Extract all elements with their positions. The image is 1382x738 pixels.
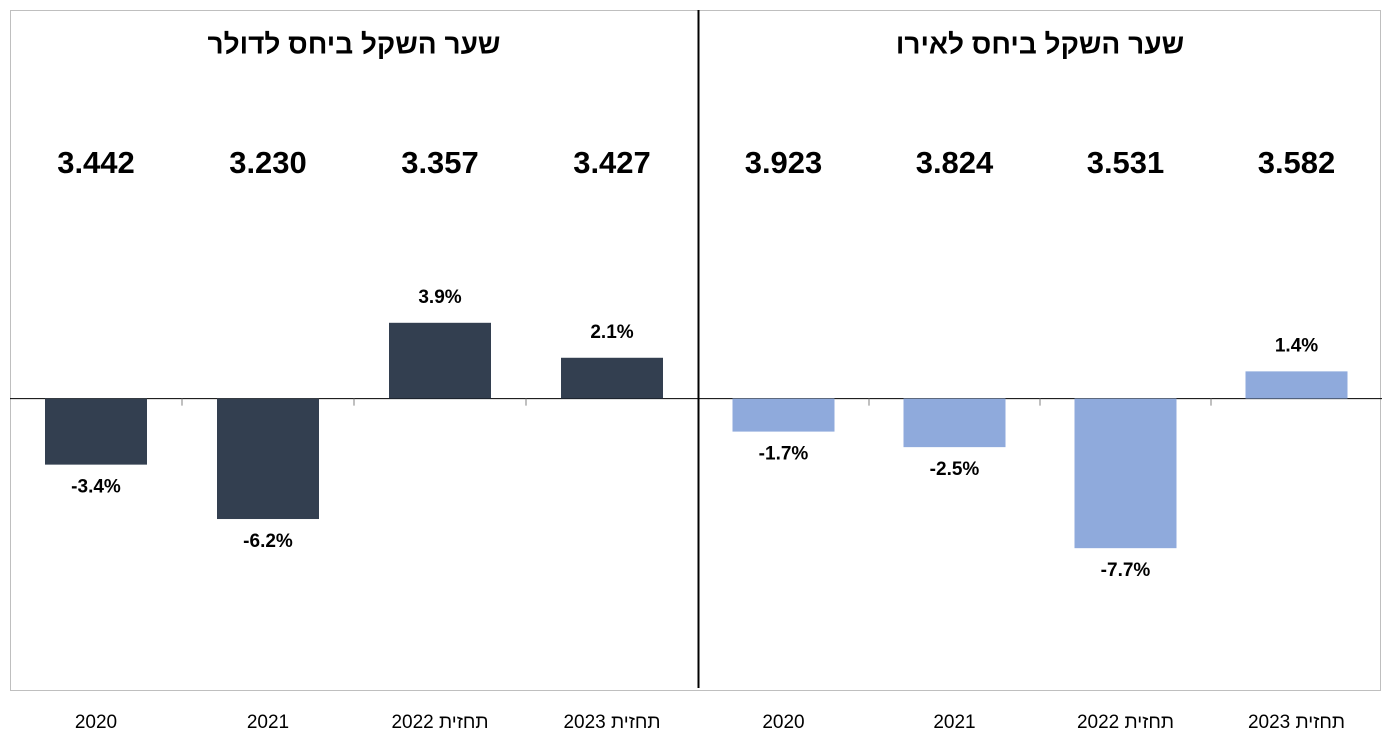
bar [561,357,663,399]
bar [1245,371,1348,399]
rate-label: 3.230 [229,145,307,180]
value-label: 2.1% [590,322,633,343]
value-label: -6.2% [243,531,293,552]
x-tick-label: תחזית 2022 [1077,712,1174,733]
x-tick-label: 2020 [75,712,117,733]
rate-label: 3.427 [573,145,651,180]
value-label: 3.9% [418,287,461,308]
rate-label: 3.442 [57,145,135,180]
frame [10,10,1381,691]
bar [903,398,1006,448]
x-tick-label: 2020 [762,712,804,733]
chart-title: שער השקל ביחס לאירו [896,28,1184,59]
rate-label: 3.923 [745,145,823,180]
rate-label: 3.582 [1258,145,1336,180]
x-tick-label: תחזית 2023 [563,712,660,733]
bar [732,398,835,432]
x-tick-label: 2021 [933,712,975,733]
value-label: 1.4% [1275,335,1318,356]
x-tick-label: תחזית 2023 [1248,712,1345,733]
rate-label: 3.824 [916,145,994,180]
x-tick-label: תחזית 2022 [391,712,488,733]
value-label: -7.7% [1101,560,1151,581]
bar [45,398,147,465]
value-label: -2.5% [930,459,980,480]
rate-label: 3.531 [1087,145,1165,180]
bar [217,398,319,520]
bar [389,322,491,399]
bar [1074,398,1177,549]
value-label: -1.7% [759,444,809,465]
rate-label: 3.357 [401,145,479,180]
chart-title: שער השקל ביחס לדולר [208,28,501,59]
x-tick-label: 2021 [247,712,289,733]
value-label: -3.4% [71,477,121,498]
